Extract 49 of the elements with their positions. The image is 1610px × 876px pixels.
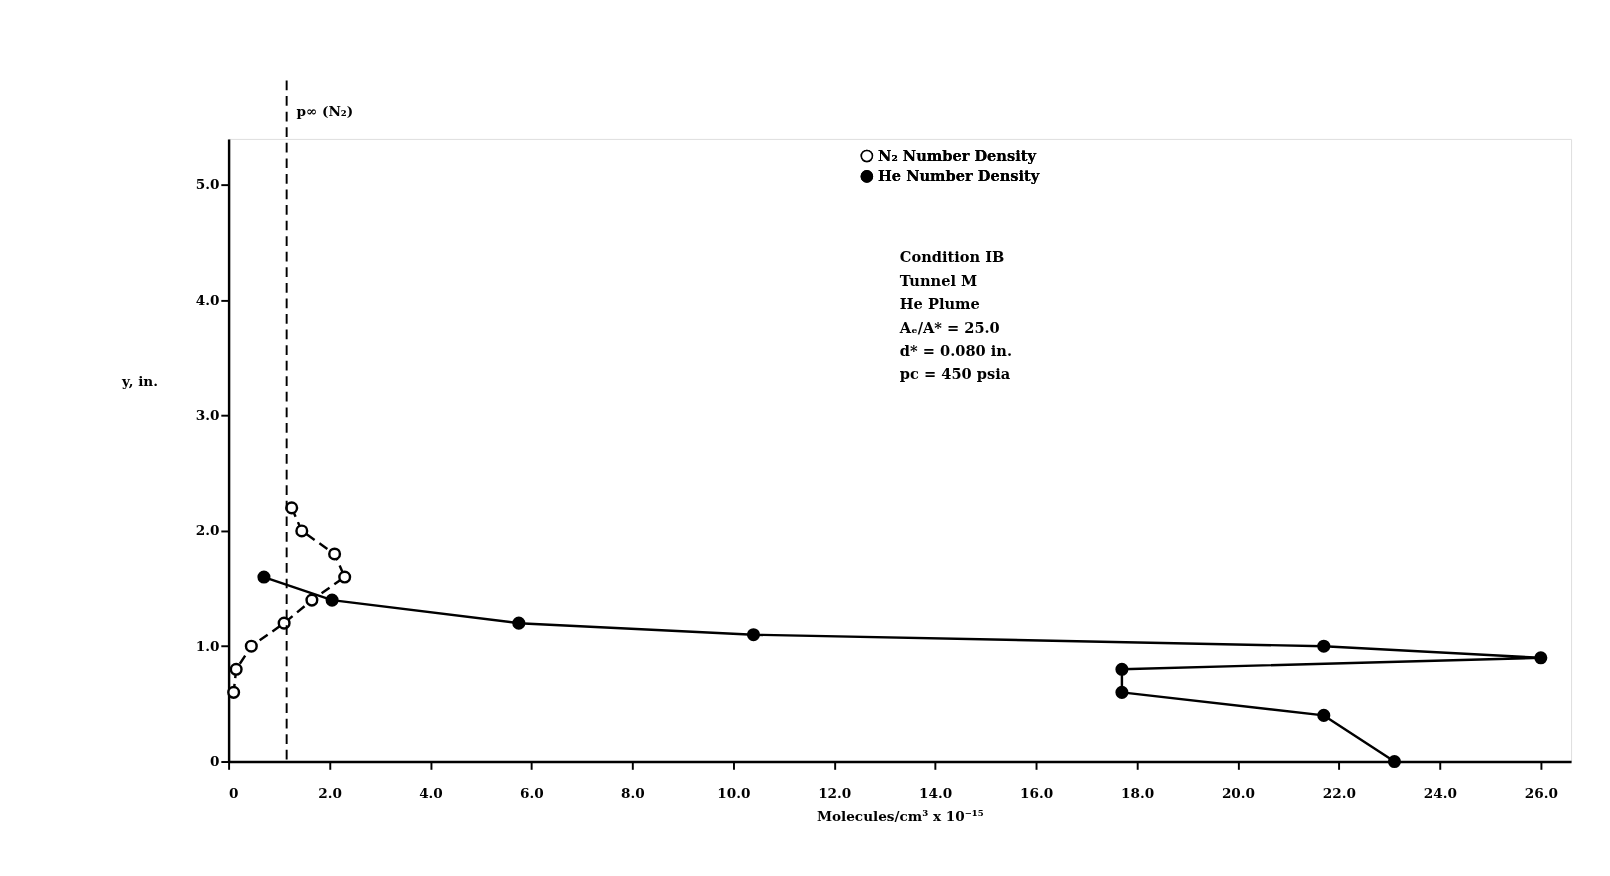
- point: [328, 547, 342, 561]
- annotation: Condition IB: [899, 248, 1005, 266]
- point: [1387, 754, 1401, 769]
- point: [257, 570, 271, 584]
- x-tick-label: 10.0: [717, 785, 751, 801]
- x-tick-label: 26.0: [1524, 785, 1558, 801]
- point: [338, 570, 352, 584]
- y-tick-label: 2.0: [195, 522, 220, 539]
- legend-label: N₂ Number Density: [878, 146, 1037, 164]
- x-tick-label: 0: [229, 785, 239, 801]
- ref-line-label: p∞ (N₂): [296, 102, 354, 119]
- annotation: pc = 450 psia: [899, 365, 1011, 383]
- x-tick-label: 14.0: [919, 785, 953, 801]
- x-tick-label: 16.0: [1020, 785, 1054, 801]
- y-tick-label: 3.0: [195, 407, 220, 424]
- point: [229, 662, 243, 676]
- x-tick-label: 12.0: [818, 785, 852, 801]
- y-tick-label: 4.0: [195, 291, 220, 308]
- x-tick-label: 4.0: [419, 785, 443, 801]
- point: [325, 593, 339, 607]
- point: [244, 639, 258, 653]
- y-tick-label: 5.0: [195, 176, 220, 193]
- point: [1317, 639, 1331, 653]
- point: [512, 616, 526, 630]
- x-tick-label: 20.0: [1221, 785, 1256, 801]
- x-tick-label: 8.0: [621, 785, 645, 801]
- annotation: Aₑ/A* = 25.0: [898, 318, 1000, 336]
- y-tick-label: 1.0: [195, 637, 220, 654]
- annotation: Tunnel M: [899, 271, 978, 289]
- x-axis-title: Molecules/cm³ x 10⁻¹⁵: [816, 808, 984, 825]
- point: [1115, 685, 1129, 699]
- x-tick-label: 24.0: [1423, 785, 1457, 801]
- point: [746, 628, 761, 642]
- legend-label: He Number Density: [878, 167, 1040, 185]
- point: [1115, 662, 1129, 676]
- point: [1317, 708, 1331, 722]
- point: [305, 593, 319, 607]
- y-tick-label: 0: [209, 752, 220, 769]
- point: [277, 616, 291, 630]
- annotation: He Plume: [899, 295, 980, 313]
- point: [295, 524, 309, 538]
- annotation: d* = 0.080 in.: [899, 341, 1012, 359]
- point: [227, 685, 241, 699]
- x-tick-label: 6.0: [520, 785, 544, 801]
- y-axis-title: y, in.: [121, 372, 158, 389]
- x-tick-label: 2.0: [318, 785, 342, 801]
- point: [1534, 651, 1548, 665]
- x-tick-label: 22.0: [1322, 785, 1356, 801]
- x-tick-label: 18.0: [1120, 785, 1155, 801]
